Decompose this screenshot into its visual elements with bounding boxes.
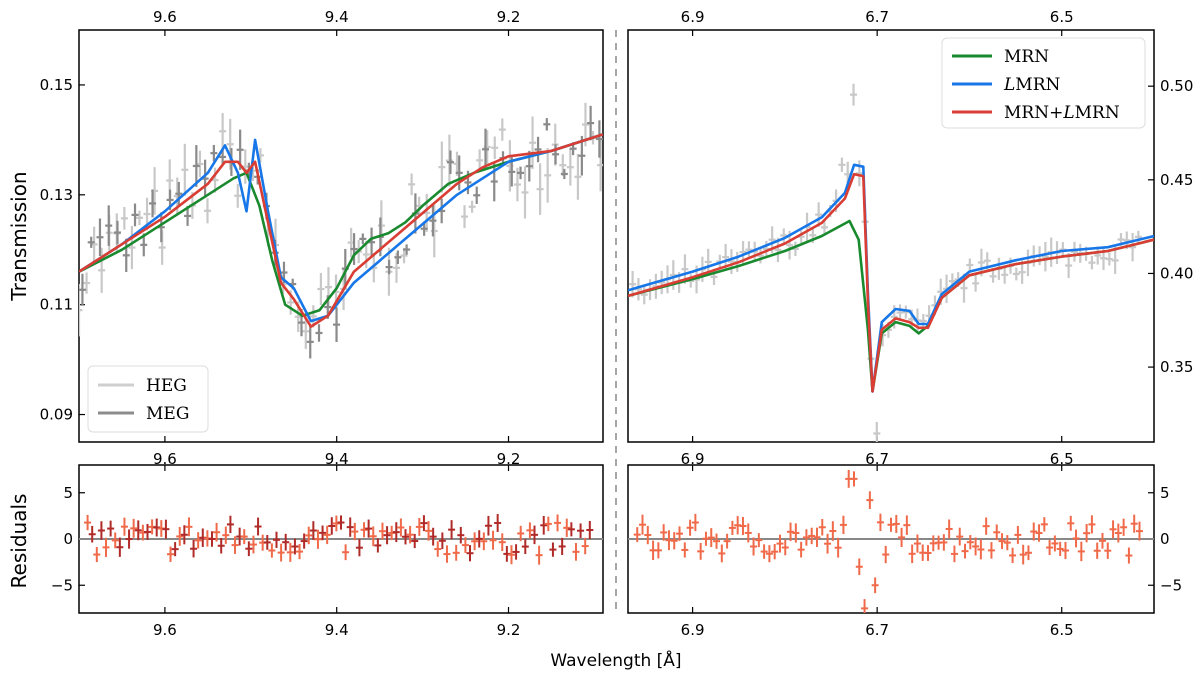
y-tick-label: 0.35	[1160, 358, 1193, 376]
panel-bottom-left: 9.6 9.4 9.2 −5 0 5	[51, 464, 604, 639]
legend-box	[941, 37, 1146, 129]
y-tick-label: 5	[1160, 484, 1170, 502]
panel-bottom-right: 6.9 6.7 6.5 −5 0 5	[627, 464, 1182, 639]
data-points	[79, 102, 603, 359]
legend-label-meg: MEG	[146, 404, 189, 424]
legend-label: MRN	[1004, 47, 1049, 67]
legend-label-italic: L	[1003, 75, 1015, 95]
panels-layer: 9.6 9.6 9.4 9.4 9.2 9.2 0.09 0.11 0.13 0.15 HEG MEG…	[40, 8, 1194, 639]
x-tick-label: 9.4	[325, 621, 349, 639]
x-tick-label-top: 9.2	[497, 8, 521, 26]
y-tick-label: 0.40	[1160, 264, 1193, 282]
y-tick-label: 0	[1160, 530, 1170, 548]
y-tick-label: 0	[63, 530, 73, 548]
legend-box	[87, 365, 209, 433]
panel-top-right: 6.96.96.76.76.56.50.350.400.450.50MRNLMR…	[627, 8, 1193, 468]
data-points	[628, 83, 1154, 442]
y-tick-label: −5	[1160, 576, 1182, 594]
legend-heg-meg: HEG MEG	[87, 365, 209, 433]
axes-frame	[78, 29, 604, 443]
residual-points	[84, 514, 594, 565]
legend-label-heg: HEG	[146, 376, 187, 396]
model-line-mrn	[79, 133, 603, 317]
panel-top-left: 9.6 9.6 9.4 9.4 9.2 9.2 0.09 0.11 0.13 0.15 HEG MEG	[40, 8, 604, 468]
x-tick-label-top: 6.9	[681, 8, 705, 26]
x-tick-label: 6.9	[681, 621, 705, 639]
x-tick-label-top: 6.7	[865, 8, 889, 26]
x-tick-label: 6.5	[1050, 621, 1074, 639]
legend-label-part: MRN+	[1004, 103, 1063, 123]
legend-label-italic: L	[1062, 103, 1074, 123]
x-tick-label: 6.9	[681, 450, 705, 468]
model-line-mrn-plus-lmrn	[628, 172, 1154, 393]
y-axis-label-bottom: Residuals	[7, 494, 31, 589]
legend-label: LMRN	[1003, 75, 1061, 95]
x-axis-label: Wavelength [Å]	[550, 649, 681, 671]
y-tick-label: 0.45	[1160, 171, 1193, 189]
legend-label: MRN+LMRN	[1004, 103, 1120, 123]
x-tick-label: 6.7	[865, 450, 889, 468]
y-tick-label: 0.09	[40, 406, 73, 424]
x-tick-label-top: 9.4	[325, 8, 349, 26]
x-tick-label-top: 9.6	[153, 8, 177, 26]
y-tick-label: 0.50	[1160, 77, 1193, 95]
x-tick-label: 6.7	[865, 621, 889, 639]
x-tick-label: 9.2	[497, 621, 521, 639]
legend-label-part: MRN	[1075, 103, 1120, 123]
model-line-lmrn	[628, 163, 1154, 393]
x-tick-label-top: 6.5	[1050, 8, 1074, 26]
legend-label-part: MRN	[1015, 75, 1060, 95]
y-axis-label-top: Transmission	[7, 171, 31, 301]
x-tick-label: 9.6	[153, 450, 177, 468]
x-tick-label: 9.6	[153, 621, 177, 639]
y-tick-label: 5	[63, 484, 73, 502]
y-tick-label: 0.13	[40, 186, 73, 204]
x-tick-label: 6.5	[1050, 450, 1074, 468]
x-tick-label: 9.4	[325, 450, 349, 468]
model-line-mrn-plus-lmrn	[79, 133, 603, 328]
x-tick-label: 9.2	[497, 450, 521, 468]
y-tick-label: −5	[51, 576, 73, 594]
model-line-lmrn	[79, 133, 603, 323]
y-tick-label: 0.15	[40, 76, 73, 94]
y-tick-label: 0.11	[40, 296, 73, 314]
residual-points	[633, 469, 1143, 613]
